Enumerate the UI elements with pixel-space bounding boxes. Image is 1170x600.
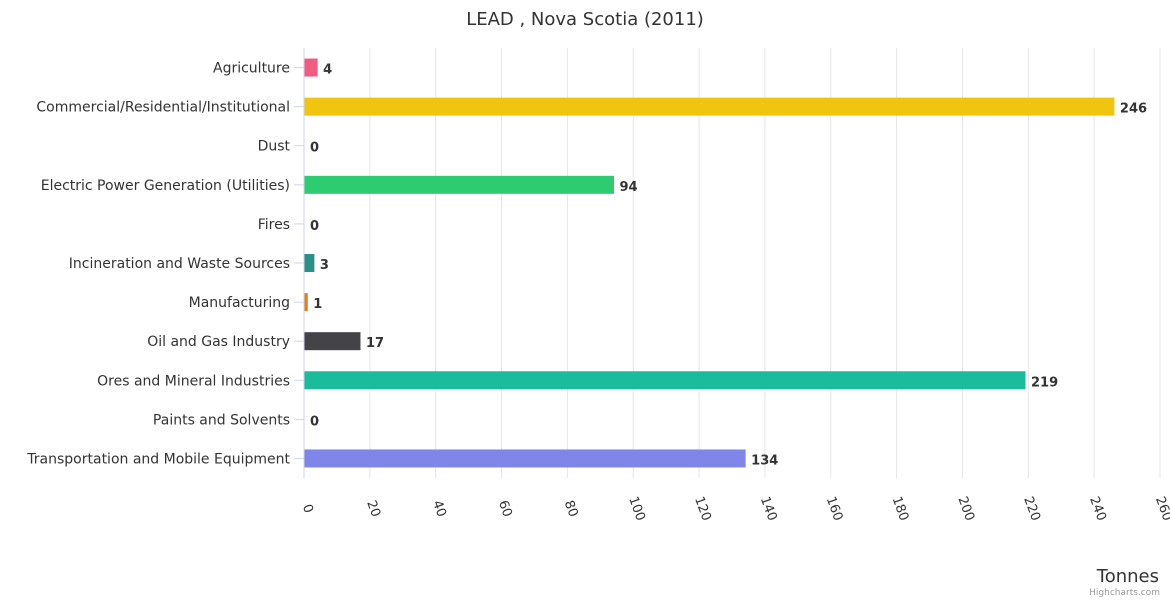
tick-label: 160 [823,495,846,523]
data-label: 134 [751,453,778,468]
bar[interactable] [304,97,1115,116]
tick-label: 20 [363,498,383,519]
category-label: Transportation and Mobile Equipment [26,451,290,467]
category-labels: Agriculture Commercial/Residential/Instit… [26,61,304,467]
chart-title: LEAD , Nova Scotia (2011) [466,9,704,30]
tick-label: 120 [691,495,714,523]
data-label: 1 [313,297,322,312]
value-axis-ticks: 0 20 40 60 80 100 120 140 160 180 200 220 240 260 [299,495,1170,523]
category-label: Agriculture [213,61,290,77]
category-label: Oil and Gas Industry [147,334,290,350]
bars [304,58,1115,468]
category-label: Electric Power Generation (Utilities) [41,178,290,194]
data-label: 17 [366,336,384,351]
data-label: 0 [310,414,319,429]
bar[interactable] [304,293,308,312]
data-label: 0 [310,219,319,234]
tick-label: 220 [1020,495,1043,523]
value-axis-title: Tonnes [1096,566,1159,587]
tick-label: 60 [495,498,515,519]
tick-label: 100 [625,495,648,523]
category-label: Dust [258,139,291,155]
category-label: Fires [258,217,290,233]
tick-label: 80 [561,498,581,519]
tick-label: 180 [889,495,912,523]
bar[interactable] [304,254,315,272]
data-label: 94 [619,180,637,195]
bar[interactable] [304,449,746,468]
bar[interactable] [304,175,614,194]
tick-label: 140 [757,495,780,523]
data-label: 0 [310,141,319,156]
category-label: Incineration and Waste Sources [69,256,290,272]
tick-label: 260 [1152,495,1170,523]
bar[interactable] [304,371,1026,390]
data-labels: 4 246 0 94 0 3 1 17 219 0 134 [310,63,1147,469]
tick-label: 40 [429,498,449,519]
tick-label: 200 [954,495,977,523]
category-label: Paints and Solvents [153,412,290,428]
credits-link[interactable]: Highcharts.com [1089,588,1160,598]
tick-label: 0 [299,502,316,515]
data-label: 4 [323,63,332,78]
bar[interactable] [304,332,361,351]
data-label: 246 [1120,102,1147,117]
data-label: 219 [1031,375,1058,390]
category-label: Ores and Mineral Industries [97,373,290,389]
category-label: Manufacturing [189,295,290,311]
data-label: 3 [320,258,329,273]
tick-label: 240 [1086,495,1109,523]
bar[interactable] [304,58,318,77]
category-label: Commercial/Residential/Institutional [36,100,290,116]
